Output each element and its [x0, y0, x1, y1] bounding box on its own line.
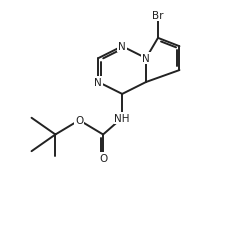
Text: N: N — [142, 54, 150, 64]
Text: O: O — [99, 154, 107, 164]
Text: O: O — [75, 116, 83, 126]
Text: N: N — [118, 42, 126, 52]
Text: N: N — [94, 78, 102, 88]
Text: Br: Br — [152, 11, 164, 21]
Text: NH: NH — [114, 113, 130, 123]
